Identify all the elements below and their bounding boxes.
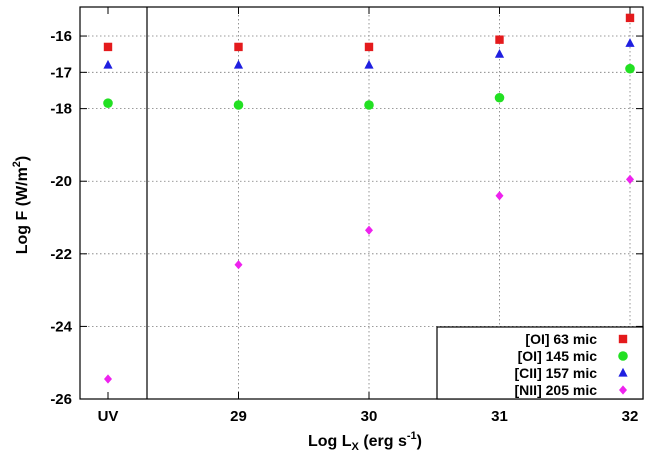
x-tick-label: 31 xyxy=(491,408,508,425)
data-point-oi-145-mic xyxy=(103,98,113,108)
x-tick-label: 32 xyxy=(622,408,639,425)
legend-marker-cii-157-mic xyxy=(618,367,628,377)
y-tick-label: -20 xyxy=(50,173,72,190)
y-axis-label-superscript: 2 xyxy=(11,161,23,167)
data-point-cii-157-mic xyxy=(103,59,113,69)
data-point-oi-145-mic xyxy=(233,100,244,110)
y-tick-label: -24 xyxy=(50,318,72,335)
legend-label-oi-63-mic: [OI] 63 mic xyxy=(525,331,597,347)
data-point-nii-205-mic xyxy=(626,174,634,185)
x-tick-label: 30 xyxy=(361,408,378,425)
y-axis-label-end: ) xyxy=(14,156,31,161)
x-axis-label-end: ) xyxy=(417,433,422,450)
data-point-oi-145-mic xyxy=(364,100,374,110)
x-axis-label-main: Log L xyxy=(308,433,352,450)
legend-marker-oi-63-mic xyxy=(618,334,628,344)
y-tick-label: -22 xyxy=(50,246,72,263)
y-tick-label: -18 xyxy=(50,101,72,118)
data-point-nii-205-mic xyxy=(365,225,373,235)
data-point-oi-63-mic xyxy=(495,35,504,44)
data-point-cii-157-mic xyxy=(364,59,374,69)
y-tick-label: -26 xyxy=(50,391,72,408)
x-tick-label: 29 xyxy=(230,408,247,425)
y-axis-label: Log F (W/m2) xyxy=(11,156,31,255)
legend-marker-nii-205-mic xyxy=(619,385,627,395)
legend-label-nii-205-mic: [NII] 205 mic xyxy=(515,382,598,398)
data-point-oi-63-mic xyxy=(234,42,243,52)
data-point-cii-157-mic xyxy=(233,59,244,69)
x-tick-label: UV xyxy=(98,408,119,425)
x-axis-label-superscript: -1 xyxy=(407,430,417,442)
x-axis-label-rest: (erg s xyxy=(359,433,407,450)
legend-label-oi-145-mic: [OI] 145 mic xyxy=(518,348,598,364)
x-axis-label: Log LX (erg s-1) xyxy=(308,430,422,453)
data-point-cii-157-mic xyxy=(494,48,505,58)
legend-marker-oi-145-mic xyxy=(618,351,628,361)
data-point-oi-63-mic xyxy=(625,13,635,23)
data-point-oi-63-mic xyxy=(364,42,374,52)
data-point-nii-205-mic xyxy=(234,260,243,270)
data-point-oi-145-mic xyxy=(494,92,505,103)
tick-layer: -16 -17 -18 -20 -22 -24 -26 UV 29 30 31 32 xyxy=(50,7,643,425)
y-axis-label-main: Log F (W/m xyxy=(14,167,31,254)
data-point-nii-205-mic xyxy=(495,191,504,201)
plot-border xyxy=(79,6,644,400)
legend: [OI] 63 mic[OI] 145 mic[CII] 157 mic[NII… xyxy=(436,326,644,400)
data-point-nii-205-mic xyxy=(104,374,112,384)
plot-frame xyxy=(79,6,644,400)
legend-box xyxy=(436,326,644,400)
data-point-oi-63-mic xyxy=(103,42,113,52)
data-point-oi-145-mic xyxy=(625,63,635,74)
y-tick-label: -17 xyxy=(50,64,72,81)
x-axis-label-subscript: X xyxy=(352,441,360,453)
data-point-cii-157-mic xyxy=(625,38,635,47)
y-tick-label: -16 xyxy=(50,28,72,45)
data-marks xyxy=(103,13,635,384)
legend-label-cii-157-mic: [CII] 157 mic xyxy=(515,365,598,381)
